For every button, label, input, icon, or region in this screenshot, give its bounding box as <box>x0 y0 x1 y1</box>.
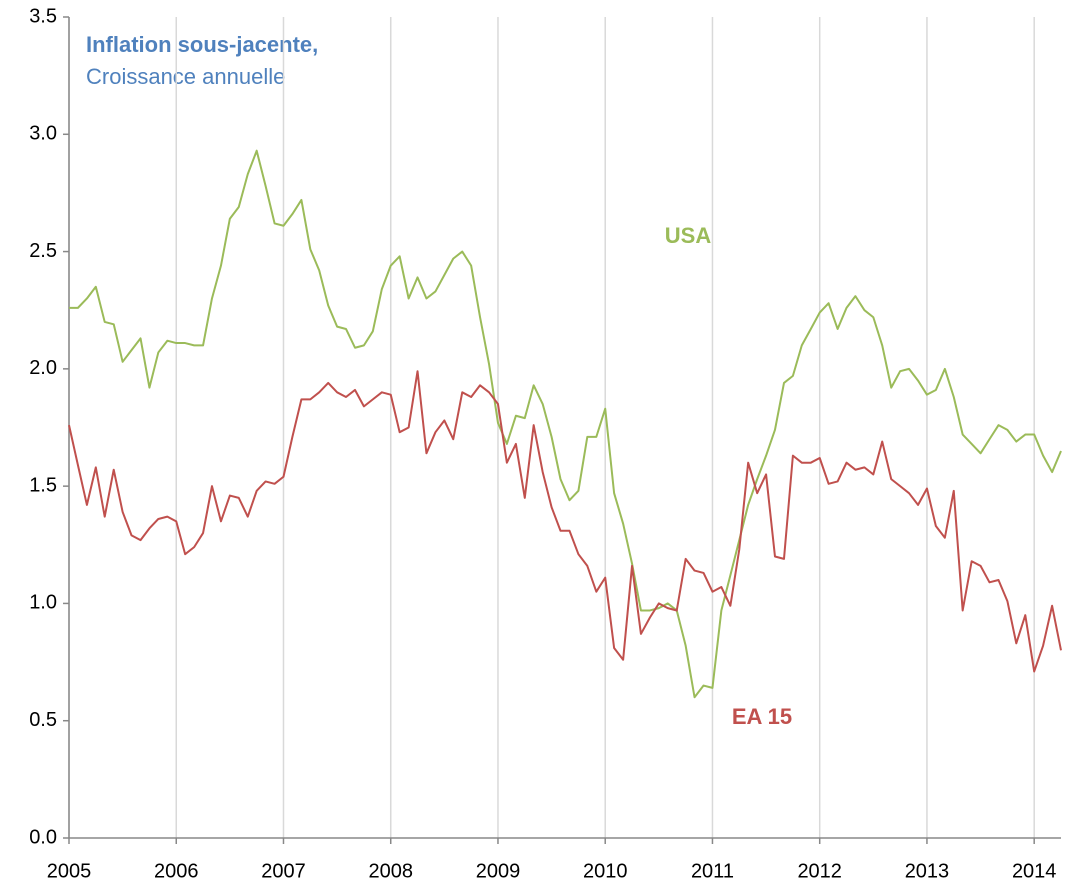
series-line <box>68 370 1062 673</box>
y-tick-label: 1.5 <box>29 474 57 496</box>
x-tick-label: 2010 <box>583 860 628 882</box>
y-tick-label: 2.0 <box>29 357 57 379</box>
y-tick-label: 0.0 <box>29 826 57 848</box>
x-tick-label: 2005 <box>47 860 92 882</box>
y-tick-label: 1.0 <box>29 592 57 614</box>
x-tick-label: 2011 <box>691 860 734 882</box>
x-tick-label: 2012 <box>797 860 842 882</box>
chart-title: Inflation sous-jacente, <box>86 32 318 57</box>
series-label: USA <box>665 223 712 248</box>
x-tick-label: 2007 <box>261 860 306 882</box>
series-line <box>69 149 1062 699</box>
chart-subtitle: Croissance annuelle <box>86 64 285 89</box>
x-tick-label: 2013 <box>905 860 950 882</box>
y-tick-label: 0.5 <box>29 709 57 731</box>
x-tick-label: 2008 <box>368 860 413 882</box>
x-tick-label: 2014 <box>1012 860 1057 882</box>
x-tick-label: 2009 <box>476 860 521 882</box>
y-tick-label: 3.5 <box>29 5 57 27</box>
series-label: EA 15 <box>732 704 792 729</box>
x-tick-label: 2006 <box>154 860 199 882</box>
y-tick-label: 2.5 <box>29 240 57 262</box>
y-tick-label: 3.0 <box>29 123 57 145</box>
